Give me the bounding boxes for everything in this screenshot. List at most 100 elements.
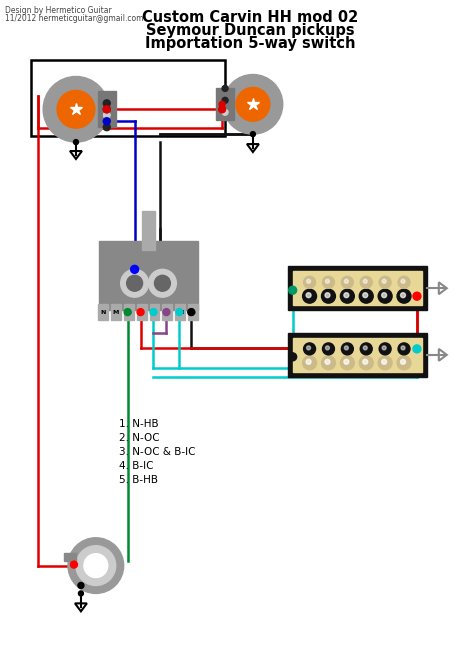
Circle shape	[322, 276, 335, 288]
Circle shape	[219, 106, 226, 113]
Circle shape	[78, 582, 84, 588]
Bar	[175, 304, 185, 320]
Text: M: M	[112, 310, 119, 314]
Circle shape	[43, 77, 109, 142]
Bar	[124, 304, 134, 320]
Circle shape	[127, 275, 143, 291]
Circle shape	[307, 346, 310, 350]
Bar	[292, 271, 422, 305]
Circle shape	[103, 124, 110, 130]
Circle shape	[360, 276, 372, 288]
Circle shape	[163, 309, 170, 316]
Bar	[288, 333, 427, 377]
Circle shape	[325, 360, 330, 364]
Circle shape	[250, 132, 255, 137]
Circle shape	[289, 286, 297, 294]
Circle shape	[363, 293, 368, 297]
Circle shape	[222, 85, 228, 92]
Bar	[98, 304, 108, 320]
Circle shape	[345, 346, 348, 350]
Circle shape	[219, 102, 225, 107]
Text: Custom Carvin HH mod 02: Custom Carvin HH mod 02	[142, 10, 358, 25]
Bar	[98, 92, 116, 127]
Circle shape	[150, 309, 157, 316]
Circle shape	[378, 290, 392, 303]
Circle shape	[344, 360, 349, 364]
Circle shape	[398, 276, 410, 288]
Circle shape	[176, 309, 183, 316]
Circle shape	[103, 106, 110, 113]
Circle shape	[397, 356, 411, 370]
Text: B: B	[126, 310, 131, 314]
Circle shape	[137, 309, 144, 316]
Circle shape	[302, 356, 317, 370]
Circle shape	[401, 360, 405, 364]
Bar	[31, 60, 225, 136]
Circle shape	[379, 276, 391, 288]
Text: Seymour Duncan pickups: Seymour Duncan pickups	[146, 23, 354, 38]
Circle shape	[401, 346, 405, 350]
Circle shape	[73, 140, 78, 145]
Text: N: N	[100, 310, 106, 314]
Text: B: B	[191, 310, 196, 314]
Circle shape	[121, 269, 148, 297]
Text: N: N	[165, 310, 170, 314]
Circle shape	[382, 360, 387, 364]
Circle shape	[321, 290, 336, 303]
Circle shape	[68, 538, 124, 593]
Circle shape	[103, 112, 110, 119]
Circle shape	[302, 290, 317, 303]
Circle shape	[84, 553, 108, 578]
Text: 2. N-OC: 2. N-OC	[118, 434, 159, 443]
Text: Design by Hermetico Guitar: Design by Hermetico Guitar	[5, 6, 112, 15]
Circle shape	[340, 356, 354, 370]
Circle shape	[103, 118, 110, 124]
Circle shape	[289, 353, 297, 361]
Circle shape	[148, 269, 176, 297]
Bar	[142, 211, 155, 250]
Text: 3. N-OC & B-IC: 3. N-OC & B-IC	[118, 447, 195, 457]
Circle shape	[401, 279, 405, 283]
Circle shape	[103, 100, 110, 107]
Bar	[288, 267, 427, 310]
Circle shape	[359, 290, 373, 303]
Circle shape	[360, 343, 372, 355]
Bar	[149, 304, 159, 320]
Circle shape	[57, 90, 95, 128]
Circle shape	[304, 343, 316, 355]
Text: 5. B-HB: 5. B-HB	[118, 475, 158, 485]
Bar	[111, 304, 121, 320]
Circle shape	[382, 346, 386, 350]
Circle shape	[379, 343, 391, 355]
Bar	[64, 553, 76, 561]
Circle shape	[359, 356, 373, 370]
Circle shape	[222, 109, 228, 115]
Bar	[163, 304, 173, 320]
Circle shape	[363, 279, 367, 283]
Circle shape	[78, 591, 83, 596]
Bar	[137, 304, 146, 320]
Circle shape	[321, 356, 336, 370]
Circle shape	[223, 75, 283, 134]
Circle shape	[401, 293, 405, 297]
Bar	[99, 240, 198, 310]
Text: 1. N-HB: 1. N-HB	[118, 419, 158, 430]
Circle shape	[340, 290, 354, 303]
Circle shape	[307, 279, 310, 283]
Circle shape	[326, 346, 329, 350]
Circle shape	[413, 345, 421, 353]
Bar	[188, 304, 198, 320]
Circle shape	[397, 290, 411, 303]
Text: 4. B-IC: 4. B-IC	[118, 461, 153, 471]
Circle shape	[344, 293, 349, 297]
Text: M: M	[177, 310, 183, 314]
Circle shape	[341, 343, 353, 355]
Circle shape	[306, 360, 311, 364]
Circle shape	[306, 293, 311, 297]
Bar	[292, 338, 422, 372]
Text: C: C	[152, 310, 157, 314]
Circle shape	[345, 279, 348, 283]
Circle shape	[124, 309, 131, 316]
Text: 11/2012 hermeticguitar@gmail.com: 11/2012 hermeticguitar@gmail.com	[5, 14, 144, 23]
Circle shape	[325, 293, 330, 297]
